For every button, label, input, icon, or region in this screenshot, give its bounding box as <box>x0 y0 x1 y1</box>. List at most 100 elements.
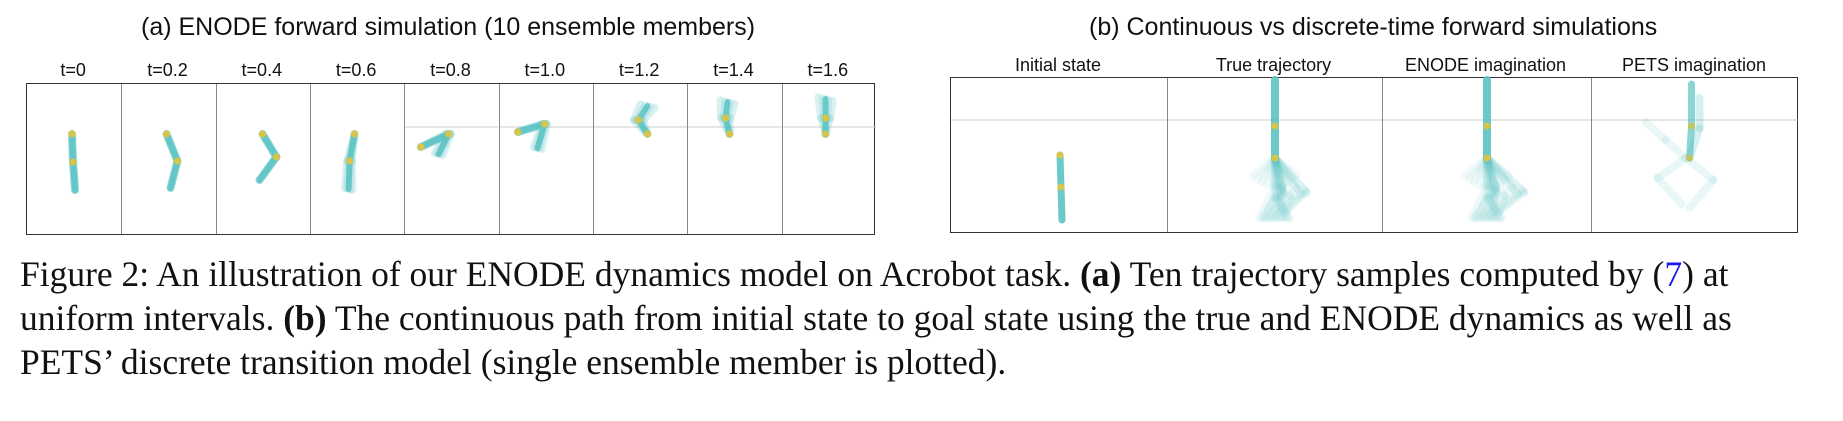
caption-intro: An illustration of our ENODE dynamics mo… <box>156 254 1072 294</box>
pendulum-link-upper <box>1483 154 1529 197</box>
comparison-frame <box>1591 78 1799 232</box>
frame-time-label: t=0.4 <box>241 60 283 80</box>
trajectory-ghost <box>1271 154 1288 189</box>
acrobot-drawing <box>68 130 80 194</box>
elbow-joint <box>722 114 730 122</box>
trajectory-ghost <box>1474 154 1491 189</box>
pendulum-link-upper <box>1483 154 1517 193</box>
pendulum-link-lower <box>1272 188 1311 222</box>
pendulum-link-upper <box>1483 154 1500 194</box>
pendulum-link-lower <box>1685 176 1718 212</box>
pivot-joint <box>513 128 522 136</box>
pendulum-link-lower <box>630 100 645 124</box>
pendulum-link-lower <box>1276 190 1306 222</box>
panel-b-frame-strip <box>950 76 1799 233</box>
pendulum-link-upper <box>1681 154 1718 184</box>
caption-figure-label: Figure 2: <box>20 254 150 294</box>
pendulum-link-lower <box>1057 183 1066 224</box>
elbow-joint <box>821 114 829 122</box>
pendulum-link-lower <box>1274 189 1287 222</box>
frame-time-label: t=0 <box>60 60 86 80</box>
acrobot-drawing <box>162 130 182 192</box>
caption-part-b-text: The continuous path from initial state t… <box>20 298 1732 382</box>
caption-part-a-text-end: ) at uniform intervals. <box>20 254 1729 338</box>
trajectory-ghost <box>1483 154 1513 180</box>
simulation-frame <box>27 84 121 234</box>
pendulum-link-upper <box>1271 154 1288 196</box>
pendulum-link-lower <box>1262 184 1301 222</box>
caption-part-b-label: (b) <box>283 298 327 338</box>
pendulum-link-lower <box>825 96 837 122</box>
caption-equation-ref-link[interactable]: 7 <box>1664 254 1683 294</box>
acrobot-drawing <box>340 130 359 194</box>
trajectory-ghost <box>1257 154 1279 187</box>
elbow-joint <box>69 158 77 166</box>
frame-title-label: True trajectory <box>1215 55 1332 75</box>
pivot-joint <box>821 130 829 138</box>
pendulum-link-lower <box>70 159 79 193</box>
acrobot-drawing <box>405 126 499 159</box>
acrobot-drawing <box>1168 76 1382 222</box>
pendulum-link-upper <box>1271 154 1311 197</box>
pendulum-link-lower <box>1470 182 1501 222</box>
pivot-joint <box>1271 154 1279 162</box>
elbow-joint <box>445 130 453 138</box>
pendulum-link-upper <box>514 121 548 135</box>
pendulum-link-lower <box>1653 174 1686 208</box>
elbow-joint <box>174 157 182 165</box>
simulation-frame <box>781 84 877 234</box>
pendulum-link-lower <box>436 131 452 157</box>
pendulum-link-lower <box>814 93 825 122</box>
pendulum-link-upper <box>163 131 181 164</box>
pendulum-link-lower <box>1479 186 1527 222</box>
pivot-joint <box>258 130 266 138</box>
pendulum-link-lower <box>1483 194 1506 222</box>
pendulum-link-upper <box>1271 154 1282 202</box>
caption-part-a-text: Ten trajectory samples computed by ( <box>1129 254 1665 294</box>
pendulum-link-lower <box>1273 193 1292 222</box>
pendulum-link-upper <box>259 131 280 160</box>
pendulum-link-lower <box>1267 186 1310 222</box>
panel-a-title: (a) ENODE forward simulation (10 ensembl… <box>141 13 756 41</box>
trajectory-ghost <box>1271 154 1301 180</box>
frame-time-label: t=0.6 <box>335 60 377 80</box>
pivot-joint <box>417 143 425 151</box>
pivot-joint <box>350 130 359 138</box>
trajectory-ghost <box>1262 154 1279 189</box>
figure-caption: Figure 2: An illustration of our ENODE d… <box>20 252 1820 384</box>
pendulum-link-upper <box>1483 154 1501 198</box>
simulation-frame <box>121 84 215 234</box>
pendulum-link-lower <box>1641 118 1670 144</box>
frame-title-label: ENODE imagination <box>1404 55 1567 75</box>
caption-part-a-label: (a) <box>1079 254 1122 294</box>
pendulum-link-lower <box>1484 188 1529 222</box>
pendulum-link-upper <box>1271 154 1301 193</box>
pendulum-link-lower <box>1474 184 1517 222</box>
pendulum-link-lower <box>1260 183 1283 222</box>
trajectory-ghost <box>1483 154 1509 184</box>
pendulum-link-lower <box>1281 192 1294 222</box>
trajectory-ghost <box>1268 154 1279 190</box>
pendulum-link-upper <box>1271 154 1286 194</box>
elbow-joint <box>634 116 643 124</box>
pendulum-link-lower <box>1256 182 1279 222</box>
acrobot-drawing <box>594 100 688 138</box>
frame-time-label: t=0.2 <box>147 60 188 80</box>
pivot-joint <box>163 130 171 138</box>
frame-title-label: Initial state <box>1014 55 1102 75</box>
simulation-frame <box>215 84 310 234</box>
pivot-joint <box>1685 154 1694 162</box>
trajectory-ghost <box>1249 154 1279 180</box>
pendulum-link-upper <box>1483 154 1501 196</box>
pendulum-link-upper <box>69 131 77 165</box>
pendulum-link-upper <box>1653 154 1690 182</box>
frame-time-label: t=1.4 <box>713 60 754 80</box>
pendulum-link-lower <box>639 103 659 124</box>
pendulum-link-upper <box>1483 154 1509 201</box>
acrobot-drawing <box>499 120 594 153</box>
acrobot-drawing <box>688 96 782 138</box>
pendulum-link-lower <box>1489 191 1500 222</box>
frame-time-label: t=1.2 <box>618 60 660 80</box>
simulation-frame <box>498 84 594 234</box>
frame-title-label: PETS imagination <box>1621 55 1767 75</box>
